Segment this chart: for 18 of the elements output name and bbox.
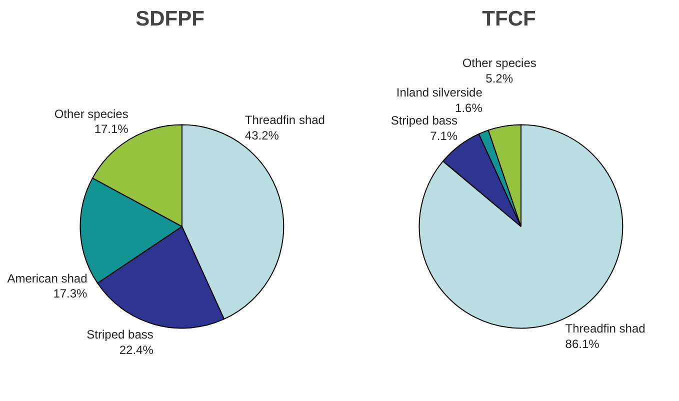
chart-title: TFCF <box>482 8 536 30</box>
data-label: 5.2% <box>486 72 514 86</box>
slice-label: Threadfin shad <box>565 322 646 336</box>
slice-label: Striped bass <box>390 113 458 128</box>
slice-label: American shad <box>7 271 88 286</box>
data-label: 1.6% <box>455 100 483 115</box>
data-label: 22.4% <box>119 342 154 357</box>
data-label: 17.3% <box>53 286 88 301</box>
slice-label: Threadfin shad <box>244 113 325 128</box>
data-label: 43.2% <box>244 128 280 143</box>
slice-label: Other species <box>54 106 128 121</box>
slice-label: Inland silverside <box>396 85 483 100</box>
data-label: 17.1% <box>94 122 129 136</box>
data-label: 7.1% <box>430 128 458 143</box>
chart-title: SDFPF <box>136 8 205 30</box>
slice-label: Other species <box>462 56 536 70</box>
data-label: 86.1% <box>565 337 600 352</box>
slice-label: Striped bass <box>86 328 154 342</box>
